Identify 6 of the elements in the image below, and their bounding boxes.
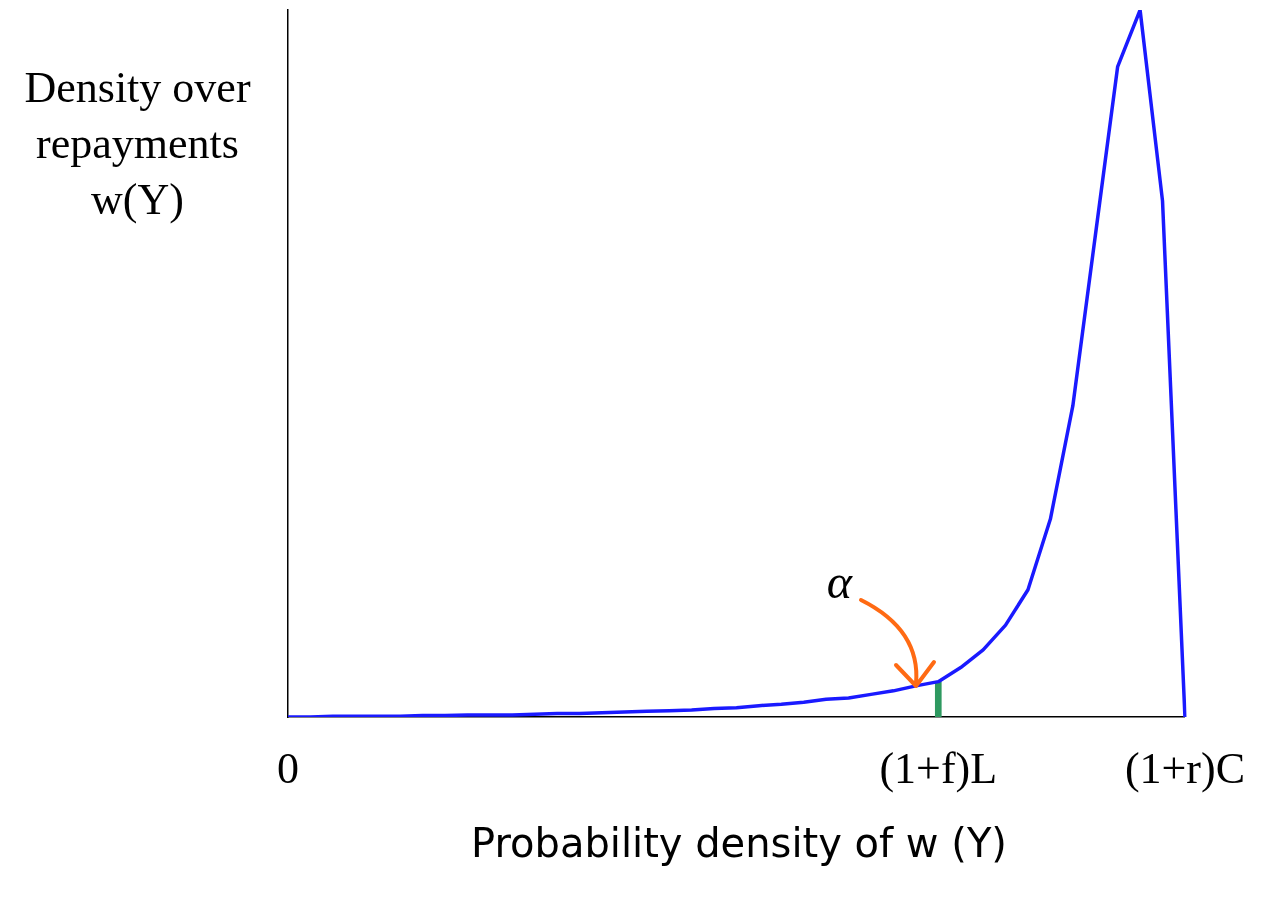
x-tick-label: 0 — [277, 743, 299, 793]
y-axis-title: Density over repayments w(Y) — [23, 62, 252, 226]
x-tick-label: (1+f)L — [879, 743, 998, 793]
annotation: α — [826, 555, 853, 609]
x-tick-label: (1+r)C — [1124, 743, 1245, 793]
x-axis-title: Probability density of w (Y) — [470, 820, 1008, 866]
